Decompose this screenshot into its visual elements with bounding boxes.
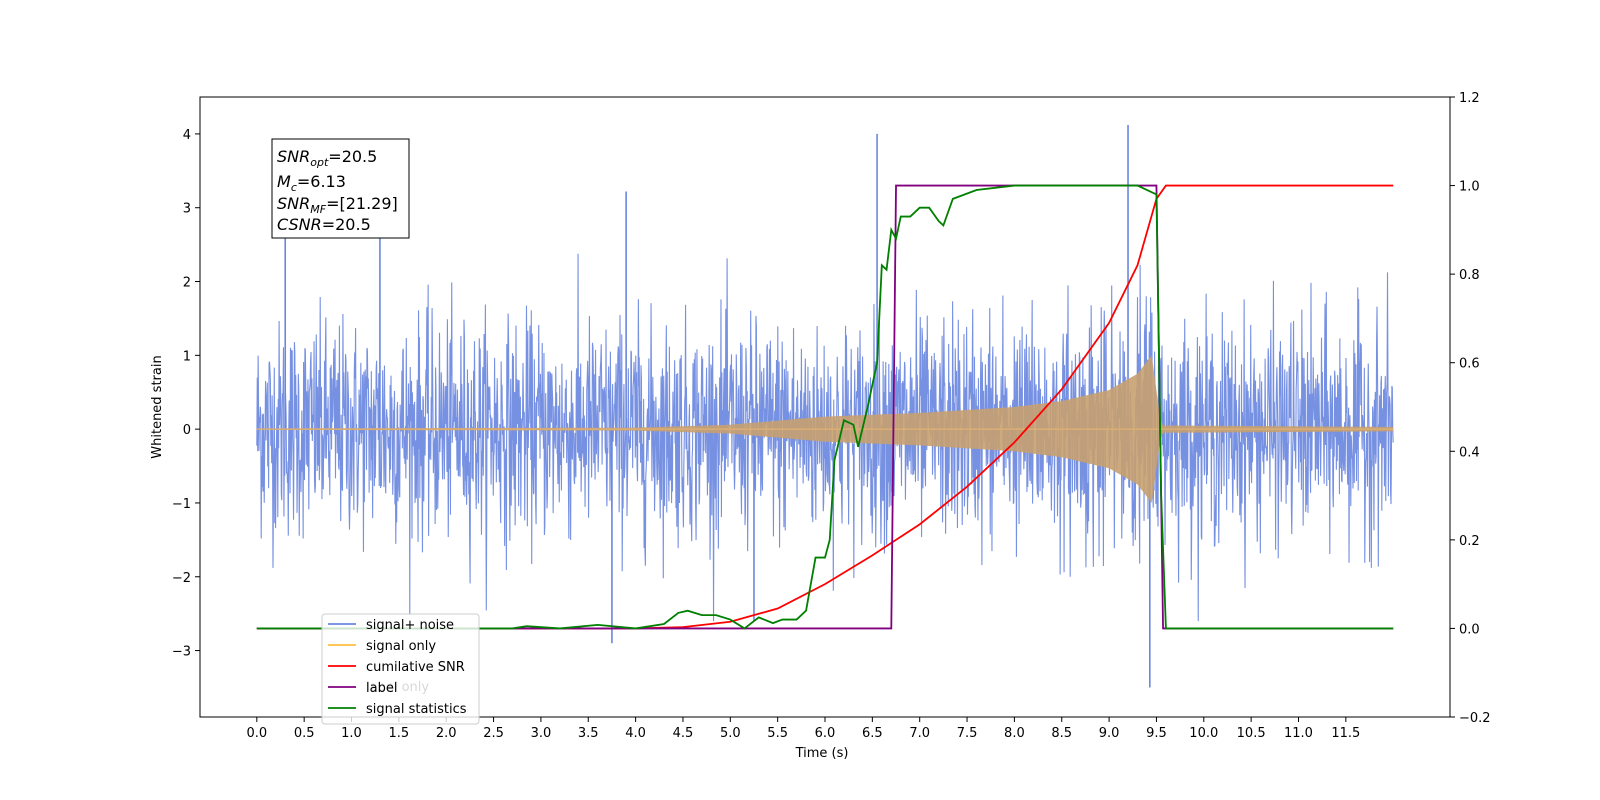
snr-info-box: SNRopt=20.5 Mc=6.13 SNRMF=[21.29] CSNR=2… bbox=[271, 138, 410, 239]
snr-mf-sub: MF bbox=[310, 203, 326, 216]
y2-tick-label: 0.4 bbox=[1459, 445, 1480, 460]
y-tick-label: −3 bbox=[172, 645, 191, 660]
x-tick-label: 7.5 bbox=[957, 726, 978, 741]
legend-label: signal only bbox=[366, 639, 436, 654]
x-axis: 0.0 0.5 1.0 1.5 2.0 2.5 3.0 3.5 4.0 4.5 5.0 5.5 6.0 6… bbox=[246, 717, 1360, 741]
x-tick-label: 5.5 bbox=[767, 726, 788, 741]
csnr-text: CSNR=20.5 bbox=[277, 215, 371, 234]
y-tick-label: 4 bbox=[183, 128, 191, 143]
legend: label only signal+ noise signal only cumil… bbox=[321, 613, 480, 725]
x-tick-label: 10.5 bbox=[1237, 726, 1266, 741]
mc-label: M bbox=[277, 172, 291, 191]
y2-tick-label: 0.2 bbox=[1459, 534, 1480, 549]
legend-label: signal+ noise bbox=[366, 618, 454, 633]
snr-mf-value: =[21.29] bbox=[326, 194, 398, 213]
x-tick-label: 5.0 bbox=[720, 726, 741, 741]
x-tick-label: 1.0 bbox=[341, 726, 362, 741]
x-tick-label: 1.5 bbox=[389, 726, 410, 741]
y-axis-right: −0.2 0.0 0.2 0.4 0.6 0.8 1.0 1.2 bbox=[1450, 91, 1491, 726]
series-layer bbox=[256, 125, 1394, 688]
y-tick-label: 3 bbox=[183, 202, 191, 217]
snr-mf-label: SNR bbox=[277, 194, 310, 213]
legend-hidden-entry: label only bbox=[366, 680, 429, 695]
x-tick-label: 9.5 bbox=[1146, 726, 1167, 741]
snr-info-box-frame bbox=[271, 138, 410, 239]
snr-opt-text: SNRopt=20.5 bbox=[277, 147, 377, 169]
y2-tick-label: 1.0 bbox=[1459, 180, 1480, 195]
snr-opt-value: =20.5 bbox=[328, 147, 377, 166]
csnr-value: =20.5 bbox=[322, 215, 371, 234]
x-tick-label: 10.0 bbox=[1189, 726, 1218, 741]
x-tick-label: 9.0 bbox=[1099, 726, 1120, 741]
legend-label: signal statistics bbox=[366, 702, 467, 717]
mc-value: =6.13 bbox=[297, 172, 346, 191]
mc-text: Mc=6.13 bbox=[277, 172, 346, 194]
x-tick-label: 11.0 bbox=[1284, 726, 1313, 741]
y2-tick-label: 1.2 bbox=[1459, 91, 1480, 106]
csnr-label: CSNR bbox=[277, 215, 322, 234]
y-axis-left: −3 −2 −1 0 1 2 3 4 bbox=[172, 128, 200, 660]
y-tick-label: 0 bbox=[183, 423, 191, 438]
y2-tick-label: 0.8 bbox=[1459, 268, 1480, 283]
x-tick-label: 0.5 bbox=[294, 726, 315, 741]
x-tick-label: 6.0 bbox=[815, 726, 836, 741]
snr-opt-sub: opt bbox=[310, 156, 329, 169]
x-tick-label: 7.0 bbox=[909, 726, 930, 741]
y-tick-label: −2 bbox=[172, 571, 191, 586]
x-tick-label: 3.5 bbox=[578, 726, 599, 741]
y-tick-label: 1 bbox=[183, 349, 191, 364]
legend-label: cumilative SNR bbox=[366, 660, 465, 675]
y-tick-label: −1 bbox=[172, 497, 191, 512]
y-tick-label: 2 bbox=[183, 276, 191, 291]
snr-opt-label: SNR bbox=[277, 147, 310, 166]
snr-mf-text: SNRMF=[21.29] bbox=[277, 194, 398, 216]
x-tick-label: 8.0 bbox=[1004, 726, 1025, 741]
x-tick-label: 11.5 bbox=[1331, 726, 1360, 741]
x-tick-label: 2.5 bbox=[483, 726, 504, 741]
x-axis-title: Time (s) bbox=[795, 746, 849, 761]
x-tick-label: 6.5 bbox=[862, 726, 883, 741]
y2-tick-label: 0.0 bbox=[1459, 622, 1480, 637]
mc-sub: c bbox=[291, 181, 297, 194]
series-signal-statistics bbox=[256, 184, 1394, 630]
y2-tick-label: −0.2 bbox=[1459, 711, 1491, 726]
y-axis-title: Whitened strain bbox=[150, 355, 165, 458]
x-tick-label: 8.5 bbox=[1051, 726, 1072, 741]
legend-label: label bbox=[366, 681, 397, 696]
x-tick-label: 0.0 bbox=[246, 726, 267, 741]
x-tick-label: 4.0 bbox=[625, 726, 646, 741]
series-cumulative-snr bbox=[256, 184, 1394, 630]
legend-frame bbox=[321, 613, 480, 725]
x-tick-label: 4.5 bbox=[673, 726, 694, 741]
x-tick-label: 3.0 bbox=[531, 726, 552, 741]
x-tick-label: 2.0 bbox=[436, 726, 457, 741]
y2-tick-label: 0.6 bbox=[1459, 357, 1480, 372]
